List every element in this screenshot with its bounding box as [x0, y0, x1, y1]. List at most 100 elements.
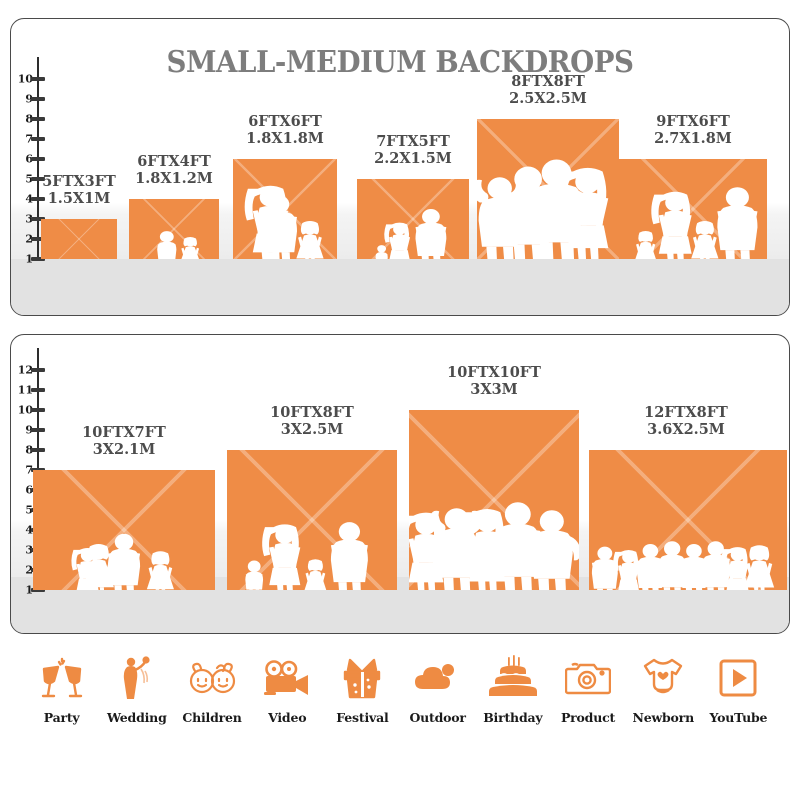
- use-case-newborn[interactable]: Newborn: [626, 650, 701, 725]
- y-axis-tick-mark: [31, 237, 45, 241]
- camera-icon: [565, 650, 612, 706]
- bar-size-label: 7FTX5FT 2.2X1.5M: [343, 133, 483, 167]
- bar-size-label: 9FTX6FT 2.7X1.8M: [605, 113, 781, 147]
- backdrop-size-bar[interactable]: [589, 450, 787, 590]
- bar-size-feet: 7FTX5FT: [376, 133, 450, 150]
- play-button-icon: [719, 650, 757, 706]
- bar-size-label: 6FTX4FT 1.8X1.2M: [109, 153, 239, 187]
- bar-size-feet: 6FTX6FT: [248, 113, 322, 130]
- use-case-label: Wedding: [106, 710, 167, 725]
- baby-onesie-icon: [642, 650, 684, 706]
- people-silhouette-group: [129, 213, 219, 259]
- bar-size-feet: 8FTX8FT: [511, 73, 585, 90]
- bar-size-meters: 1.5X1M: [47, 190, 111, 208]
- bar-size-meters: 3X2.1M: [92, 441, 156, 459]
- y-axis-tick-label: 3: [25, 543, 33, 557]
- y-axis-tick-mark: [31, 448, 45, 452]
- bar-size-meters: 3X3M: [470, 381, 518, 399]
- y-axis-tick-label: 10: [17, 403, 33, 417]
- y-axis-tick-label: 5: [25, 172, 33, 186]
- y-axis-tick-mark: [31, 77, 45, 81]
- backdrop-size-bar[interactable]: [129, 199, 219, 259]
- backdrop-size-bar[interactable]: [409, 410, 579, 590]
- people-silhouette-group: [357, 193, 469, 259]
- bar-size-feet: 10FTX7FT: [82, 424, 166, 441]
- y-axis-tick-label: 8: [25, 443, 33, 457]
- use-case-birthday[interactable]: Birthday: [475, 650, 550, 725]
- y-axis-tick-mark: [31, 117, 45, 121]
- people-silhouette-group: [227, 464, 397, 590]
- y-axis-tick-mark: [31, 588, 45, 592]
- birthday-cake-icon: [488, 650, 537, 706]
- bar-size-feet: 5FTX3FT: [42, 173, 116, 190]
- y-axis-tick-label: 11: [17, 383, 33, 397]
- use-case-product[interactable]: Product: [550, 650, 625, 725]
- people-silhouette-group: [589, 464, 787, 590]
- page-title: SMALL-MEDIUM BACKDROPS: [166, 45, 634, 80]
- large-backdrops-chart-panel: 12 11 10 9 8 7 6 5 4 3 2 1 10FTX7FT 3X2.1M 10FTX8FT 3X…: [10, 334, 790, 634]
- y-axis-tick-label: 6: [25, 483, 33, 497]
- backdrop-size-bar[interactable]: [33, 470, 215, 590]
- cloud-icon: [414, 650, 461, 706]
- people-silhouette-group: [233, 173, 337, 259]
- y-axis-tick-label: 1: [25, 583, 33, 597]
- y-axis-tick-label: 8: [25, 112, 33, 126]
- y-axis-tick-label: 12: [17, 363, 33, 377]
- backdrop-size-bar[interactable]: [619, 159, 767, 259]
- y-axis-tick-mark: [31, 217, 45, 221]
- y-axis-tick-label: 4: [25, 523, 33, 537]
- y-axis-tick-label: 10: [17, 72, 33, 86]
- backdrop-size-bar[interactable]: [41, 219, 117, 259]
- y-axis-tick-label: 3: [25, 212, 33, 226]
- backdrop-size-bar[interactable]: [233, 159, 337, 259]
- people-silhouette-group: [477, 133, 619, 259]
- y-axis-tick-mark: [31, 97, 45, 101]
- y-axis-tick-mark: [31, 157, 45, 161]
- bar-size-meters: 2.7X1.8M: [654, 130, 732, 148]
- use-case-label: Festival: [336, 710, 389, 725]
- use-case-youtube[interactable]: YouTube: [701, 650, 776, 725]
- y-axis-tick-mark: [31, 368, 45, 372]
- use-case-label: Product: [560, 710, 616, 725]
- bar-size-feet: 9FTX6FT: [656, 113, 730, 130]
- backdrop-size-bar[interactable]: [357, 179, 469, 259]
- use-case-wedding[interactable]: Wedding: [99, 650, 174, 725]
- y-axis-tick-mark: [31, 177, 45, 181]
- bar-size-meters: 1.8X1.8M: [246, 130, 324, 148]
- y-axis-top: 10 9 8 7 6 5 4 3 2 1: [11, 19, 57, 315]
- y-axis-tick-label: 5: [25, 503, 33, 517]
- y-axis-tick-mark: [31, 137, 45, 141]
- wedding-couple-icon: [117, 650, 157, 706]
- use-case-label: Outdoor: [409, 710, 466, 725]
- bar-size-meters: 2.5X2.5M: [509, 90, 587, 108]
- bar-size-feet: 6FTX4FT: [137, 153, 211, 170]
- use-case-video[interactable]: Video: [250, 650, 325, 725]
- bar-size-feet: 12FTX8FT: [644, 404, 728, 421]
- y-axis-tick-mark: [31, 408, 45, 412]
- bar-size-label: 10FTX10FT 3X3M: [397, 364, 591, 398]
- y-axis-tick-label: 9: [25, 423, 33, 437]
- gift-box-icon: [340, 650, 384, 706]
- people-silhouette-group: [409, 424, 579, 590]
- use-case-party[interactable]: Party: [24, 650, 99, 725]
- use-case-children[interactable]: Children: [174, 650, 249, 725]
- y-axis-tick-label: 7: [25, 463, 33, 477]
- backdrop-size-bar[interactable]: [227, 450, 397, 590]
- bar-size-label: 12FTX8FT 3.6X2.5M: [579, 404, 789, 439]
- use-case-festival[interactable]: Festival: [325, 650, 400, 725]
- y-axis-tick-label: 1: [25, 252, 33, 266]
- use-case-outdoor[interactable]: Outdoor: [400, 650, 475, 725]
- bar-size-label: 5FTX3FT 1.5X1M: [19, 173, 139, 207]
- y-axis-tick-mark: [31, 428, 45, 432]
- use-case-label: Birthday: [483, 710, 543, 725]
- bar-size-meters: 3.6X2.5M: [647, 421, 725, 439]
- use-case-label: YouTube: [709, 710, 768, 725]
- bar-size-label: 6FTX6FT 1.8X1.8M: [219, 113, 351, 147]
- y-axis-tick-mark: [31, 388, 45, 392]
- bar-size-feet: 10FTX8FT: [270, 404, 354, 421]
- y-axis-tick-label: 6: [25, 152, 33, 166]
- y-axis-tick-mark: [31, 257, 45, 261]
- use-case-icon-strip: Party Wedding Children Video: [10, 650, 790, 760]
- backdrop-size-bar[interactable]: [477, 119, 619, 259]
- bar-size-label: 10FTX7FT 3X2.1M: [25, 424, 223, 458]
